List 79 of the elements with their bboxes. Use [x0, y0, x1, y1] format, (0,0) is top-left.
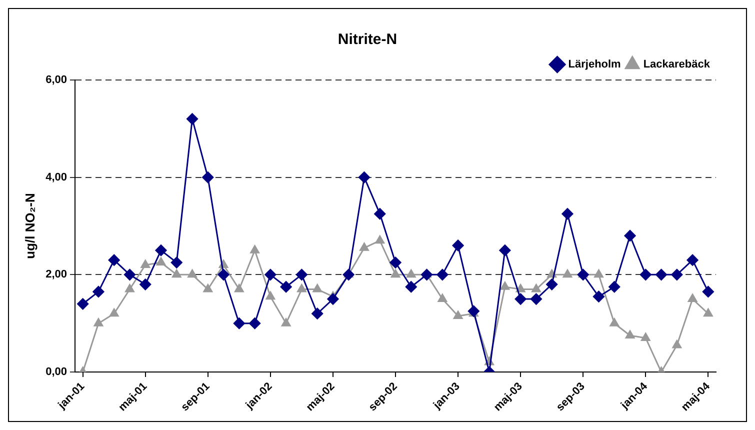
point	[405, 281, 417, 293]
point	[436, 268, 448, 280]
point	[124, 268, 136, 280]
point	[452, 240, 464, 252]
point	[375, 235, 385, 244]
point	[156, 257, 166, 266]
point	[468, 305, 480, 317]
point	[281, 318, 291, 326]
point	[92, 286, 104, 298]
point	[374, 208, 386, 220]
point	[312, 284, 322, 292]
point	[562, 269, 572, 278]
point	[438, 294, 448, 302]
point	[203, 284, 213, 292]
point	[140, 278, 152, 290]
point	[390, 269, 400, 278]
point	[358, 172, 370, 184]
legend-label: Lärjeholm	[568, 58, 622, 71]
point	[390, 256, 402, 268]
point	[234, 284, 244, 292]
point	[296, 268, 308, 280]
point	[342, 268, 354, 280]
point	[94, 318, 104, 326]
point	[592, 290, 604, 302]
point	[608, 281, 620, 293]
point	[704, 308, 713, 317]
chart-title: Nitrite-N	[338, 31, 398, 48]
point	[125, 284, 134, 292]
point	[453, 310, 463, 320]
point	[249, 318, 261, 330]
point	[266, 291, 276, 300]
point	[516, 284, 526, 292]
point	[500, 282, 510, 290]
point	[514, 293, 526, 305]
point	[624, 230, 636, 242]
point	[312, 308, 324, 320]
point	[108, 254, 120, 266]
point	[233, 318, 245, 330]
point	[641, 332, 650, 341]
point	[218, 268, 230, 280]
y-tick-label: 0,00	[46, 366, 68, 378]
point	[688, 294, 698, 302]
point	[297, 284, 306, 292]
point	[625, 330, 635, 339]
point	[532, 284, 541, 292]
point	[170, 256, 182, 268]
point	[327, 293, 339, 305]
point	[250, 245, 260, 254]
point	[280, 281, 292, 293]
point	[360, 242, 369, 251]
point	[140, 260, 150, 268]
y-tick-label: 6,00	[46, 74, 68, 86]
point	[188, 269, 197, 278]
y-axis-title: ug/l NO₂-N	[22, 193, 38, 259]
point	[406, 269, 416, 278]
point	[202, 172, 214, 184]
point	[186, 113, 198, 125]
point	[499, 244, 511, 256]
y-tick-label: 4,00	[46, 171, 68, 184]
point	[530, 293, 542, 305]
point	[77, 298, 89, 310]
point	[702, 286, 714, 298]
point	[562, 208, 574, 220]
y-tick-label: 2,00	[46, 268, 68, 281]
legend-label: Lackarebäck	[643, 58, 711, 71]
point	[656, 268, 668, 280]
point	[172, 269, 182, 278]
point	[686, 254, 698, 266]
point	[640, 268, 652, 280]
point	[671, 268, 683, 280]
point	[155, 244, 167, 256]
point	[610, 318, 620, 326]
point	[109, 308, 119, 317]
point	[421, 268, 433, 280]
point	[264, 268, 276, 280]
point	[577, 268, 589, 280]
point	[546, 278, 558, 290]
point	[594, 269, 604, 278]
point	[672, 340, 682, 348]
